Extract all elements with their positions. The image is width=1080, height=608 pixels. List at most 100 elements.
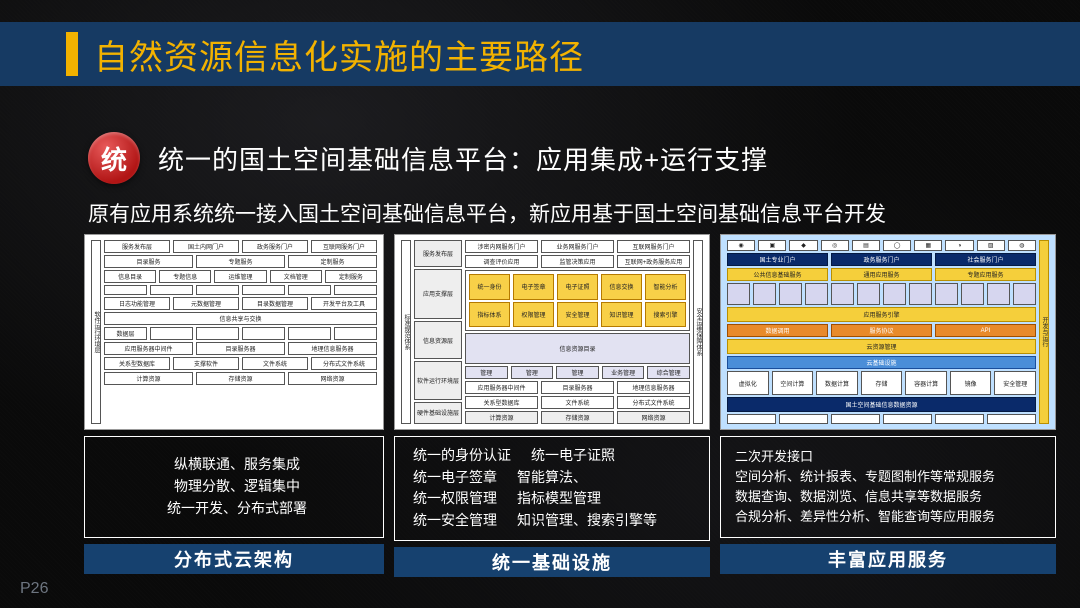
cell: API <box>935 324 1036 337</box>
cell <box>961 283 984 305</box>
cell <box>150 285 193 295</box>
bullet: 物理分散、逻辑集中 <box>174 476 300 498</box>
diagram-a: 软件运行环境层 服务发布层国土内网门户政务服务门户互联网服务门户 目录服务专题服… <box>84 234 384 430</box>
icon-cell: ▦ <box>914 240 942 251</box>
cell: 信息目录 <box>104 270 156 283</box>
cell: 专题信息 <box>159 270 211 283</box>
cell: 文件系统 <box>541 396 614 409</box>
cell: 支撑软件 <box>173 357 239 370</box>
cell: 搜索引擎 <box>645 302 686 328</box>
cell: 数据层 <box>104 327 147 340</box>
cell: 安全管理 <box>557 302 598 328</box>
column-distributed-cloud: 软件运行环境层 服务发布层国土内网门户政务服务门户互联网服务门户 目录服务专题服… <box>84 234 384 577</box>
cell: 专题应用服务 <box>935 268 1036 281</box>
cell: 定制服务 <box>288 255 377 268</box>
cell <box>857 283 880 305</box>
cell: 存储资源 <box>196 372 285 385</box>
icon-cell: ◍ <box>1008 240 1036 251</box>
cell <box>288 327 331 340</box>
icon-cell: ◯ <box>883 240 911 251</box>
cell: 监管决策应用 <box>541 255 614 268</box>
icon-cell: ◎ <box>821 240 849 251</box>
cell: 定制服务 <box>325 270 377 283</box>
cell: 数据调用 <box>727 324 828 337</box>
cell <box>753 283 776 305</box>
cell: 公共信息基础服务 <box>727 268 828 281</box>
badge-row: 统 统一的国土空间基础信息平台：应用集成+运行支撑 <box>88 132 768 184</box>
icon-cell: ◆ <box>789 240 817 251</box>
cell: 运维管理 <box>214 270 266 283</box>
cell <box>334 327 377 340</box>
column-rich-services: ◉▣◆◎▤◯▦◑▨◍ 国土专业门户政务服务门户社会服务门户 公共信息基础服务通用… <box>720 234 1056 577</box>
cell: 应用服务器中间件 <box>465 381 538 394</box>
bullet: 智能算法、 <box>517 467 587 489</box>
cell <box>935 283 958 305</box>
cell: 目录服务 <box>104 255 193 268</box>
cell <box>288 285 331 295</box>
bar: 云资源管理 <box>727 339 1036 354</box>
cell: 文档管理 <box>270 270 322 283</box>
cell: 业务管理 <box>602 366 645 379</box>
cell: 网络资源 <box>617 411 690 424</box>
cell: 通用应用服务 <box>831 268 932 281</box>
cell <box>727 414 776 424</box>
cell: 文件系统 <box>242 357 308 370</box>
cell <box>883 414 932 424</box>
cell <box>987 283 1010 305</box>
icon-row: ◉▣◆◎▤◯▦◑▨◍ <box>727 240 1036 251</box>
midbar: 信息资源目录 <box>465 333 690 364</box>
cell <box>779 414 828 424</box>
cell: 日志功能管理 <box>104 297 170 310</box>
cell <box>883 283 906 305</box>
cell: 计算资源 <box>465 411 538 424</box>
cell: 涉密内网服务门户 <box>465 240 538 253</box>
cell <box>987 414 1036 424</box>
bullet: 数据查询、数据浏览、信息共享等数据服务 <box>735 487 1043 507</box>
cell: 统一身份 <box>469 274 510 300</box>
cell: 互联网服务门户 <box>617 240 690 253</box>
cell: 地理信息服务器 <box>617 381 690 394</box>
cell: 存储资源 <box>541 411 614 424</box>
cell: 专题服务 <box>196 255 285 268</box>
cell: 分布式文件系统 <box>311 357 377 370</box>
title-bar: 自然资源信息化实施的主要路径 <box>0 22 1080 86</box>
cell <box>909 283 932 305</box>
cell: 目录服务器 <box>541 381 614 394</box>
cell: 电子证照 <box>557 274 598 300</box>
cell: 镜像 <box>950 371 992 395</box>
cell: 地理信息服务器 <box>288 342 377 355</box>
cell: 关系型数据库 <box>465 396 538 409</box>
title-accent-bar <box>66 32 78 76</box>
badge-circle: 统 <box>88 132 140 184</box>
cell: 服务协议 <box>831 324 932 337</box>
cell: 云基础设施 <box>727 356 1036 369</box>
icon-cell: ▤ <box>852 240 880 251</box>
diagram-b: 标准规范体系 服务发布层 应用支撑层 信息资源层 软件运行环境层 硬件基础设施层… <box>394 234 710 430</box>
yellow-group: 统一身份电子签章电子证照信息交换智能分析 指标体系权限管理安全管理知识管理搜索引… <box>465 270 690 331</box>
cell: 数据计算 <box>816 371 858 395</box>
sub-heading: 原有应用系统统一接入国土空间基础信息平台，新应用基于国土空间基础信息平台开发 <box>88 198 1050 228</box>
row-label: 服务发布层 <box>414 240 462 267</box>
icon-cell: ◉ <box>727 240 755 251</box>
row-label: 信息资源层 <box>414 321 462 359</box>
bullets-a: 纵横联通、服务集成 物理分散、逻辑集中 统一开发、分布式部署 <box>84 436 384 538</box>
cell: 计算资源 <box>104 372 193 385</box>
cell: 开发平台及工具 <box>311 297 377 310</box>
page-title: 自然资源信息化实施的主要路径 <box>94 30 584 79</box>
bullet: 纵横联通、服务集成 <box>174 454 300 476</box>
bullet: 二次开发接口 <box>735 447 1043 467</box>
diagram-c: ◉▣◆◎▤◯▦◑▨◍ 国土专业门户政务服务门户社会服务门户 公共信息基础服务通用… <box>720 234 1056 430</box>
diag-a-side: 软件运行环境层 <box>91 240 101 424</box>
cell: 目录数据管理 <box>242 297 308 310</box>
cell: 智能分析 <box>645 274 686 300</box>
cell: 权限管理 <box>513 302 554 328</box>
footer-a: 分布式云架构 <box>84 544 384 574</box>
row-label: 应用支撑层 <box>414 269 462 319</box>
bullet: 统一安全管理 <box>413 510 497 532</box>
cell: 互联网+政务服务应用 <box>617 255 690 268</box>
cell: 服务发布层 <box>104 240 170 253</box>
cell: 综合管理 <box>647 366 690 379</box>
bullet: 统一电子证照 <box>531 445 615 467</box>
cell: 安全管理 <box>994 371 1036 395</box>
cell: 调查评价应用 <box>465 255 538 268</box>
